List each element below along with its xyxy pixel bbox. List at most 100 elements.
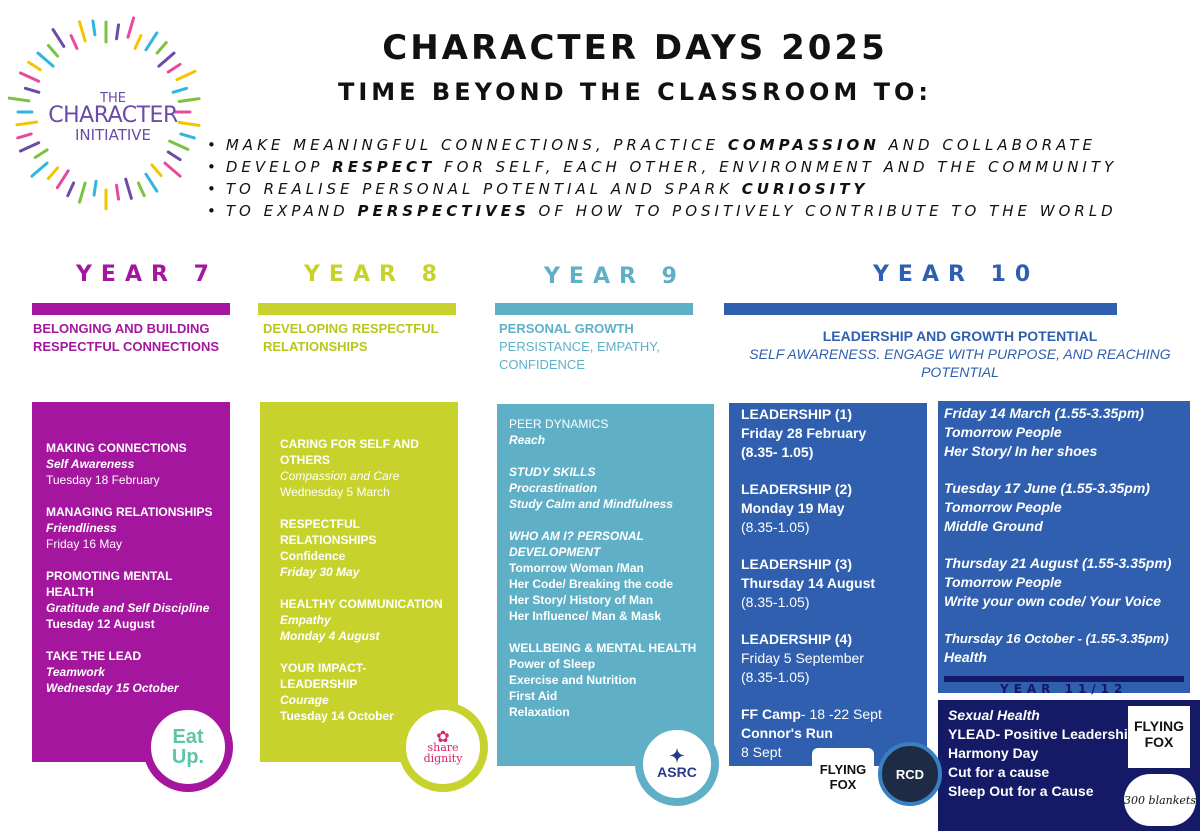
logo-ray bbox=[115, 23, 121, 41]
logo-ray bbox=[55, 169, 70, 190]
session-value: Her Story/ In her shoes bbox=[944, 443, 1098, 459]
year-10-tomorrow-people-panel: Friday 14 March (1.55-3.35pm) Tomorrow P… bbox=[938, 401, 1190, 693]
session-date: Monday 4 August bbox=[280, 629, 380, 643]
logo-ray bbox=[30, 161, 49, 178]
camp-dates: - 18 -22 Sept bbox=[800, 706, 882, 722]
session-value: Confidence bbox=[280, 549, 346, 563]
session-title: MANAGING RELATIONSHIPS bbox=[46, 505, 213, 519]
year-10-theme: LEADERSHIP AND GROWTH POTENTIAL SELF AWA… bbox=[740, 327, 1180, 381]
session-date: Friday 5 September bbox=[741, 650, 864, 666]
year-7-bar bbox=[32, 303, 230, 315]
aim-item: MAKE MEANINGFUL CONNECTIONS, PRACTICE CO… bbox=[207, 134, 1197, 156]
logo-ray bbox=[15, 120, 39, 127]
session-value: Her Influence/ Man & Mask bbox=[509, 609, 662, 623]
year-9-theme-title: PERSONAL GROWTH bbox=[499, 321, 634, 336]
session-value: Reach bbox=[509, 433, 546, 447]
program-item: Sexual Health bbox=[948, 707, 1040, 723]
session-title: LEADERSHIP (4) bbox=[741, 631, 852, 647]
session-title: YOUR IMPACT- LEADERSHIP bbox=[280, 661, 367, 691]
share-dignity-logo: ✿ share dignity bbox=[398, 702, 488, 792]
year-8-panel: CARING FOR SELF AND OTHERS Compassion an… bbox=[260, 402, 458, 762]
logo-ray bbox=[144, 31, 159, 52]
session-title: Tomorrow People bbox=[944, 499, 1062, 515]
dove-icon: ✦ bbox=[669, 746, 685, 766]
year-10-heading: YEAR 10 bbox=[873, 262, 1040, 287]
butterfly-icon: ✿ bbox=[436, 726, 450, 746]
aim-item: TO EXPAND PERSPECTIVES OF HOW TO POSITIV… bbox=[207, 200, 1197, 222]
aim-keyword: COMPASSION bbox=[727, 136, 880, 154]
year-10-theme-subtitle: SELF AWARENESS. ENGAGE WITH PURPOSE, AND… bbox=[749, 346, 1171, 380]
session-block: STUDY SKILLS Procrastination Study Calm … bbox=[509, 464, 704, 512]
session-value: Study Calm and Mindfulness bbox=[509, 497, 674, 511]
session-block: Friday 14 March (1.55-3.35pm) Tomorrow P… bbox=[944, 404, 1184, 461]
logo-ray bbox=[177, 97, 201, 103]
program-item: Sleep Out for a Cause bbox=[948, 783, 1094, 799]
logo-ray bbox=[16, 132, 33, 140]
year-11-12-bar bbox=[944, 676, 1184, 682]
aim-item: TO REALISE PERSONAL POTENTIAL AND SPARK … bbox=[207, 178, 1197, 200]
aim-text: AND COLLABORATE bbox=[879, 136, 1096, 154]
session-value: First Aid bbox=[509, 689, 558, 703]
session-block: HEALTHY COMMUNICATION Empathy Monday 4 A… bbox=[280, 596, 444, 644]
logo-ray bbox=[46, 43, 60, 58]
session-value: Friendliness bbox=[46, 521, 117, 535]
session-date: Thursday 14 August bbox=[741, 575, 876, 591]
year-7-theme-title: BELONGING AND BUILDING RESPECTFUL CONNEC… bbox=[33, 321, 220, 354]
logo-ray bbox=[179, 132, 196, 140]
session-date: Friday 14 March (1.55-3.35pm) bbox=[944, 405, 1144, 421]
logo-ray bbox=[91, 19, 97, 37]
logo-ray bbox=[115, 183, 121, 201]
logo-ray bbox=[18, 141, 41, 153]
session-block: LEADERSHIP (1) Friday 28 February (8.35-… bbox=[741, 405, 919, 462]
session-title: LEADERSHIP (1) bbox=[741, 406, 852, 422]
session-value: Gratitude and Self Discipline bbox=[46, 601, 210, 615]
session-date: Thursday 21 August (1.55-3.35pm) bbox=[944, 555, 1172, 571]
session-block: WHO AM I? PERSONAL DEVELOPMENT Tomorrow … bbox=[509, 528, 704, 624]
program-item: YLEAD- Positive Leadership bbox=[948, 726, 1137, 742]
logo-ray bbox=[133, 34, 143, 50]
year-10-bar bbox=[724, 303, 1117, 315]
session-title: WELLBEING & MENTAL HEALTH bbox=[509, 641, 697, 655]
session-title: HEALTHY COMMUNICATION bbox=[280, 597, 443, 611]
run-date: 8 Sept bbox=[741, 744, 782, 760]
session-value: Write your own code/ Your Voice bbox=[944, 593, 1162, 609]
year-8-heading: YEAR 8 bbox=[304, 262, 446, 287]
aims-list: MAKE MEANINGFUL CONNECTIONS, PRACTICE CO… bbox=[207, 134, 1197, 222]
session-title: CARING FOR SELF AND OTHERS bbox=[280, 437, 419, 467]
logo-line-3: INITIATIVE bbox=[74, 125, 152, 144]
session-block: MAKING CONNECTIONS Self Awareness Tuesda… bbox=[46, 440, 216, 488]
logo-text: THE CHARACTER INITIATIVE bbox=[48, 92, 178, 143]
session-block: Tuesday 17 June (1.55-3.35pm) Tomorrow P… bbox=[944, 479, 1184, 536]
eat-up-line-2: Up. bbox=[171, 746, 205, 768]
session-title: MAKING CONNECTIONS bbox=[46, 441, 187, 455]
aim-text: DEVELOP bbox=[225, 158, 333, 176]
camp-title: FF Camp bbox=[741, 706, 801, 722]
session-date: Tuesday 14 October bbox=[280, 709, 394, 723]
logo-ray bbox=[175, 69, 197, 82]
aim-keyword: CURIOSITY bbox=[741, 180, 869, 198]
session-block: CARING FOR SELF AND OTHERS Compassion an… bbox=[280, 436, 444, 500]
session-value: Courage bbox=[280, 693, 329, 707]
session-date: Friday 28 February bbox=[741, 425, 867, 441]
eat-up-logo: Eat Up. bbox=[143, 702, 233, 792]
logo-ray bbox=[166, 62, 182, 74]
session-date: Wednesday 15 October bbox=[46, 681, 179, 695]
logo-ray bbox=[92, 179, 98, 197]
logo-ray bbox=[78, 20, 87, 43]
logo-ray bbox=[155, 40, 168, 55]
camp-block: FF Camp- 18 -22 Sept Connor's Run 8 Sept bbox=[741, 705, 919, 762]
aim-text: MAKE MEANINGFUL CONNECTIONS, PRACTICE bbox=[225, 136, 728, 154]
session-date: Thursday 16 October - (1.55-3.35pm) bbox=[944, 631, 1169, 646]
logo-line-2: CHARACTER bbox=[48, 103, 178, 129]
asrc-text: ASRC bbox=[657, 764, 697, 780]
session-value: Empathy bbox=[280, 613, 331, 627]
session-time: (8.35- 1.05) bbox=[741, 444, 814, 460]
session-value: Compassion and Care bbox=[280, 469, 400, 483]
session-title: LEADERSHIP (2) bbox=[741, 481, 852, 497]
session-block: Thursday 16 October - (1.55-3.35pm) Heal… bbox=[944, 629, 1184, 667]
session-title: PROMOTING MENTAL HEALTH bbox=[46, 569, 173, 599]
aim-keyword: RESPECT bbox=[332, 158, 436, 176]
session-title: RESPECTFUL RELATIONSHIPS bbox=[280, 517, 377, 547]
session-block: LEADERSHIP (2) Monday 19 May (8.35-1.05) bbox=[741, 480, 919, 537]
logo-ray bbox=[27, 60, 42, 72]
